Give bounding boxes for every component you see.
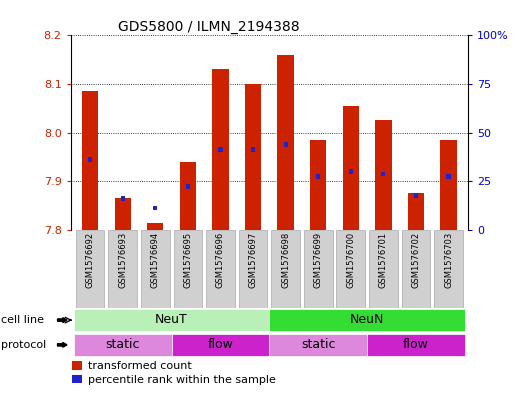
- Text: NeuT: NeuT: [155, 313, 188, 326]
- Bar: [343, 106, 359, 230]
- Bar: [82, 91, 98, 230]
- FancyBboxPatch shape: [172, 334, 269, 356]
- Text: GSM1576693: GSM1576693: [118, 232, 127, 288]
- FancyBboxPatch shape: [269, 309, 465, 331]
- Text: GSM1576702: GSM1576702: [412, 232, 420, 288]
- Text: NeuN: NeuN: [350, 313, 384, 326]
- Bar: [121, 196, 125, 201]
- Text: cell line: cell line: [1, 315, 44, 325]
- Bar: [153, 206, 157, 211]
- Bar: [180, 162, 196, 230]
- FancyBboxPatch shape: [367, 334, 465, 356]
- Bar: [115, 198, 131, 230]
- FancyBboxPatch shape: [336, 230, 365, 308]
- Text: flow: flow: [208, 338, 233, 351]
- FancyBboxPatch shape: [74, 309, 269, 331]
- Bar: [147, 222, 164, 230]
- Text: static: static: [106, 338, 140, 351]
- Bar: [414, 193, 418, 198]
- FancyBboxPatch shape: [238, 230, 267, 308]
- Bar: [251, 147, 255, 152]
- Text: GSM1576700: GSM1576700: [346, 232, 355, 288]
- FancyBboxPatch shape: [108, 230, 137, 308]
- Text: protocol: protocol: [1, 340, 47, 350]
- Text: GSM1576703: GSM1576703: [444, 232, 453, 288]
- Bar: [447, 174, 451, 179]
- Bar: [186, 184, 190, 189]
- FancyBboxPatch shape: [76, 230, 105, 308]
- Text: GSM1576701: GSM1576701: [379, 232, 388, 288]
- Bar: [381, 172, 385, 176]
- Text: GSM1576695: GSM1576695: [184, 232, 192, 288]
- Text: GSM1576698: GSM1576698: [281, 232, 290, 288]
- Text: GSM1576696: GSM1576696: [216, 232, 225, 288]
- Bar: [310, 140, 326, 230]
- Text: GSM1576694: GSM1576694: [151, 232, 160, 288]
- FancyBboxPatch shape: [74, 334, 172, 356]
- Text: GSM1576697: GSM1576697: [248, 232, 257, 288]
- Bar: [88, 157, 92, 162]
- FancyBboxPatch shape: [369, 230, 397, 308]
- Bar: [283, 142, 288, 147]
- FancyBboxPatch shape: [269, 334, 367, 356]
- FancyBboxPatch shape: [206, 230, 235, 308]
- Text: GDS5800 / ILMN_2194388: GDS5800 / ILMN_2194388: [118, 20, 300, 34]
- Bar: [219, 147, 223, 152]
- Text: static: static: [301, 338, 335, 351]
- FancyBboxPatch shape: [304, 230, 333, 308]
- Bar: [349, 169, 353, 174]
- Text: GSM1576699: GSM1576699: [314, 232, 323, 288]
- Bar: [408, 193, 424, 230]
- Bar: [212, 70, 229, 230]
- FancyBboxPatch shape: [434, 230, 463, 308]
- Text: flow: flow: [403, 338, 429, 351]
- Bar: [440, 140, 457, 230]
- FancyBboxPatch shape: [271, 230, 300, 308]
- Legend: transformed count, percentile rank within the sample: transformed count, percentile rank withi…: [72, 361, 276, 385]
- Bar: [278, 55, 294, 230]
- Bar: [316, 174, 320, 179]
- Bar: [245, 84, 261, 230]
- FancyBboxPatch shape: [402, 230, 430, 308]
- FancyBboxPatch shape: [141, 230, 169, 308]
- Bar: [375, 121, 392, 230]
- FancyBboxPatch shape: [174, 230, 202, 308]
- Text: GSM1576692: GSM1576692: [86, 232, 95, 288]
